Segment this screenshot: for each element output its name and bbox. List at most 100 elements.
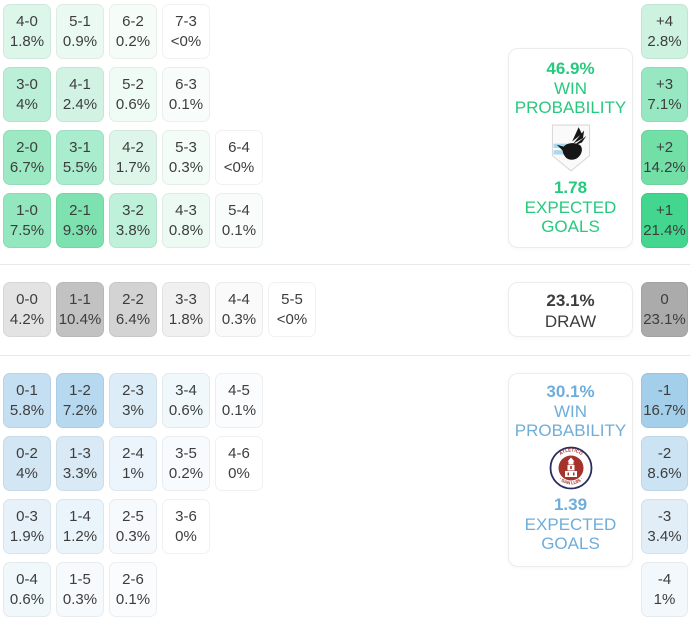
away-win-probability-value: 30.1% bbox=[546, 382, 595, 401]
score-cell-probability: 5.8% bbox=[9, 401, 45, 419]
goal-diff-cell-score: +1 bbox=[655, 201, 674, 219]
score-cell-probability: 0.2% bbox=[168, 464, 204, 482]
score-cell: 3-6 0% bbox=[162, 499, 210, 554]
goal-diff-cell-probability: 23.1% bbox=[643, 310, 686, 328]
home-goal-diff-column: +4 2.8% +3 7.1% +2 14.2% +1 21.4% bbox=[641, 4, 690, 256]
score-cell-probability: 0.6% bbox=[115, 95, 151, 113]
score-cell-score: 1-1 bbox=[69, 290, 91, 308]
score-cell-probability: 1.2% bbox=[62, 527, 98, 545]
score-cell-probability: 3.8% bbox=[115, 221, 151, 239]
score-cell: 2-5 0.3% bbox=[109, 499, 157, 554]
goal-diff-cell: +4 2.8% bbox=[641, 4, 688, 59]
score-cell: 4-4 0.3% bbox=[215, 282, 263, 337]
score-row: 0-4 0.6% 1-5 0.3% 2-6 0.1% bbox=[3, 562, 508, 617]
away-win-probability-label: PROBABILITY bbox=[514, 421, 627, 440]
score-cell: 3-4 0.6% bbox=[162, 373, 210, 428]
goal-diff-cell-probability: 1% bbox=[653, 590, 676, 608]
score-cell-score: 6-3 bbox=[175, 75, 197, 93]
score-cell: 0-2 4% bbox=[3, 436, 51, 491]
score-cell-probability: 1.9% bbox=[9, 527, 45, 545]
away-goal-diff-column: -1 16.7% -2 8.6% -3 3.4% -4 1% bbox=[641, 373, 690, 622]
draw-score-grid: 0-0 4.2% 1-1 10.4% 2-2 6.4% 3-3 1.8% 4-4 0.3% 5-5 <… bbox=[0, 282, 508, 345]
score-cell: 2-2 6.4% bbox=[109, 282, 157, 337]
score-cell-score: 5-5 bbox=[281, 290, 303, 308]
score-cell-probability: 4.2% bbox=[9, 310, 45, 328]
score-cell-probability: <0% bbox=[170, 32, 202, 50]
home-score-grid: 4-0 1.8% 5-1 0.9% 6-2 0.2% 7-3 <0% 3-0 4% 4-1 2.4% 5… bbox=[0, 4, 508, 256]
score-row: 0-2 4% 1-3 3.3% 2-4 1% 3-5 0.2% 4-6 0% bbox=[3, 436, 508, 491]
score-cell: 3-3 1.8% bbox=[162, 282, 210, 337]
score-cell-score: 4-0 bbox=[16, 12, 38, 30]
score-cell: 4-3 0.8% bbox=[162, 193, 210, 248]
score-cell-probability: 0.1% bbox=[115, 590, 151, 608]
svg-text:ATLETICO: ATLETICO bbox=[558, 447, 584, 456]
score-cell-score: 5-1 bbox=[69, 12, 91, 30]
goal-diff-cell: 0 23.1% bbox=[641, 282, 688, 337]
score-cell-probability: 0% bbox=[228, 464, 250, 482]
score-cell-score: 6-4 bbox=[228, 138, 250, 156]
away-expected-goals-value: 1.39 bbox=[553, 495, 588, 514]
draw-probability-value: 23.1% bbox=[546, 291, 595, 310]
goal-diff-cell-score: -1 bbox=[657, 381, 672, 399]
score-cell-score: 3-4 bbox=[175, 381, 197, 399]
goal-diff-cell-probability: 3.4% bbox=[647, 527, 682, 545]
score-cell-score: 3-6 bbox=[175, 507, 197, 525]
score-cell: 1-2 7.2% bbox=[56, 373, 104, 428]
score-cell-score: 5-4 bbox=[228, 201, 250, 219]
goal-diff-cell-probability: 16.7% bbox=[643, 401, 686, 419]
score-cell: 2-0 6.7% bbox=[3, 130, 51, 185]
score-cell-score: 2-1 bbox=[69, 201, 91, 219]
score-cell: 2-6 0.1% bbox=[109, 562, 157, 617]
atletico-san-luis-crest-icon: ATLETICO · SAN LUIS · bbox=[509, 445, 632, 491]
score-cell-score: 3-1 bbox=[69, 138, 91, 156]
score-cell-score: 1-0 bbox=[16, 201, 38, 219]
goal-diff-cell-probability: 14.2% bbox=[643, 158, 686, 176]
draw-goal-diff-column: 0 23.1% bbox=[641, 282, 690, 345]
score-cell-probability: 0.8% bbox=[168, 221, 204, 239]
score-cell: 0-4 0.6% bbox=[3, 562, 51, 617]
score-cell: 5-3 0.3% bbox=[162, 130, 210, 185]
score-row: 0-1 5.8% 1-2 7.2% 2-3 3% 3-4 0.6% 4-5 0.1% bbox=[3, 373, 508, 428]
score-cell-probability: 0.9% bbox=[62, 32, 98, 50]
goal-diff-cell-score: -4 bbox=[657, 570, 672, 588]
away-score-grid: 0-1 5.8% 1-2 7.2% 2-3 3% 3-4 0.6% 4-5 0.1% 0-2 4% 1-… bbox=[0, 373, 508, 622]
goal-diff-cell: +3 7.1% bbox=[641, 67, 688, 122]
score-cell-score: 2-6 bbox=[122, 570, 144, 588]
score-cell-score: 0-1 bbox=[16, 381, 38, 399]
score-cell: 3-5 0.2% bbox=[162, 436, 210, 491]
score-cell-probability: 7.5% bbox=[9, 221, 45, 239]
home-win-section: 4-0 1.8% 5-1 0.9% 6-2 0.2% 7-3 <0% 3-0 4% 4-1 2.4% 5… bbox=[0, 0, 690, 265]
score-cell-probability: 0.3% bbox=[168, 158, 204, 176]
score-cell-score: 3-0 bbox=[16, 75, 38, 93]
score-cell-score: 0-0 bbox=[16, 290, 38, 308]
home-expected-goals-label: EXPECTED bbox=[524, 198, 617, 217]
score-cell-score: 4-1 bbox=[69, 75, 91, 93]
goal-diff-cell-score: 0 bbox=[660, 290, 669, 308]
score-cell-probability: 5.5% bbox=[62, 158, 98, 176]
score-cell-score: 7-3 bbox=[175, 12, 197, 30]
score-cell: 0-0 4.2% bbox=[3, 282, 51, 337]
score-cell-score: 5-2 bbox=[122, 75, 144, 93]
score-cell-probability: 0.1% bbox=[221, 221, 257, 239]
score-cell-score: 1-4 bbox=[69, 507, 91, 525]
score-cell-probability: 4% bbox=[16, 95, 38, 113]
score-row: 3-0 4% 4-1 2.4% 5-2 0.6% 6-3 0.1% bbox=[3, 67, 508, 122]
score-cell-probability: 0.1% bbox=[168, 95, 204, 113]
goal-diff-cell: +2 14.2% bbox=[641, 130, 688, 185]
score-cell-score: 4-2 bbox=[122, 138, 144, 156]
score-cell-score: 2-4 bbox=[122, 444, 144, 462]
score-cell: 3-2 3.8% bbox=[109, 193, 157, 248]
score-cell: 1-0 7.5% bbox=[3, 193, 51, 248]
score-cell-probability: 0.6% bbox=[168, 401, 204, 419]
goal-diff-cell-score: -3 bbox=[657, 507, 672, 525]
score-cell: 3-1 5.5% bbox=[56, 130, 104, 185]
score-cell: 0-1 5.8% bbox=[3, 373, 51, 428]
score-cell-score: 3-5 bbox=[175, 444, 197, 462]
score-cell-probability: 3% bbox=[122, 401, 144, 419]
score-cell: 1-5 0.3% bbox=[56, 562, 104, 617]
score-cell-score: 6-2 bbox=[122, 12, 144, 30]
score-cell-probability: 6.4% bbox=[115, 310, 151, 328]
score-cell: 4-5 0.1% bbox=[215, 373, 263, 428]
score-cell: 4-0 1.8% bbox=[3, 4, 51, 59]
score-cell: 1-3 3.3% bbox=[56, 436, 104, 491]
